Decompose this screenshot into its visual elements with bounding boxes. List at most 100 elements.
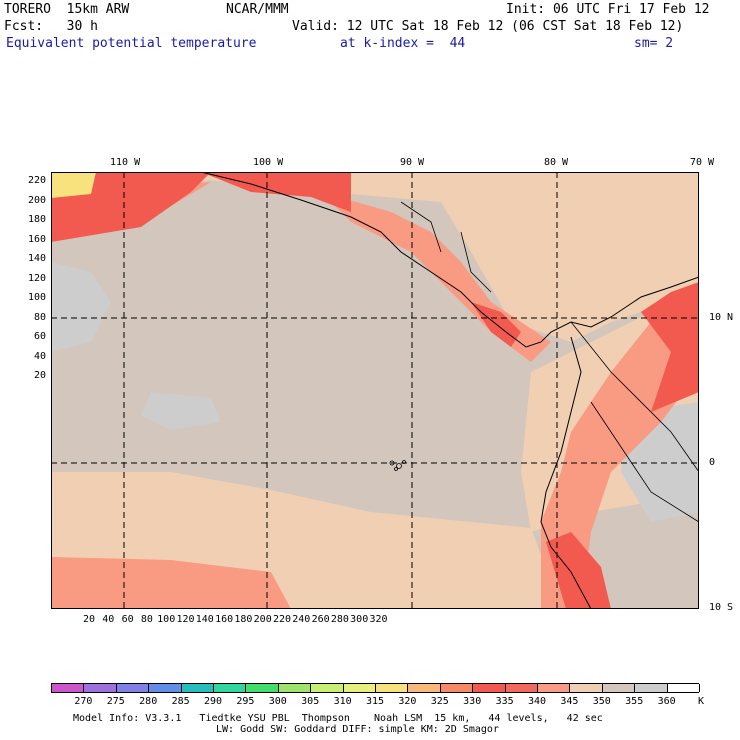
lon-label-80w: 80 W	[544, 157, 569, 168]
colorbar-swatch	[667, 684, 700, 692]
x-tick-label: 280	[330, 614, 349, 625]
colorbar-swatch	[311, 684, 344, 692]
init-time: Init: 06 UTC Fri 17 Feb 12	[506, 2, 710, 17]
colorbar-label: 330	[463, 696, 482, 707]
colorbar-swatch	[214, 684, 247, 692]
x-tick-label: 220	[272, 614, 292, 625]
colorbar-label: 360	[657, 696, 676, 707]
valid-time: Valid: 12 UTC Sat 18 Feb 12 (06 CST Sat …	[292, 19, 684, 34]
theta-e-map	[51, 172, 699, 609]
grey-cell-central	[141, 392, 221, 430]
colorbar-swatch	[343, 684, 376, 692]
colorbar-label: 350	[592, 696, 611, 707]
colorbar-label: 345	[560, 696, 579, 707]
x-tick-label: 60	[121, 614, 134, 625]
physics-info: LW: Godd SW: Goddard DIFF: simple KM: 2D…	[216, 724, 499, 735]
level-label: at k-index = 44	[340, 36, 466, 51]
field-name: Equivalent potential temperature	[6, 36, 257, 51]
colorbar-swatch	[376, 684, 409, 692]
model-info: Model Info: V3.3.1 Tiedtke YSU PBL Thomp…	[73, 713, 603, 724]
forecast-hour: Fcst: 30 h	[4, 19, 98, 34]
colorbar-swatch	[278, 684, 312, 692]
colorbar-label: 355	[625, 696, 644, 707]
colorbar	[51, 683, 700, 693]
y-tick-label: 200	[27, 194, 46, 206]
y-tick-label: 180	[27, 214, 46, 225]
colorbar-label: 325	[430, 696, 449, 707]
x-tick-label: 160	[215, 614, 234, 625]
x-tick-label: 40	[102, 614, 115, 625]
y-tick-label: 220	[27, 175, 46, 186]
x-tick-label: 20	[82, 614, 96, 625]
border-lines	[400, 201, 699, 523]
y-tick-label: 120	[27, 272, 46, 284]
graticule	[51, 172, 699, 609]
red-peru	[546, 532, 611, 609]
y-tick-label: 140	[27, 253, 46, 264]
lat-label-10s: 10 S	[709, 602, 734, 613]
colorbar-swatch	[602, 684, 636, 692]
coastline-south-america	[540, 336, 592, 609]
colorbar-swatch	[505, 684, 538, 692]
colorbar-swatch	[149, 684, 182, 692]
x-tick-label: 120	[176, 614, 195, 625]
x-tick-label: 260	[311, 614, 330, 625]
salmon-south-west	[51, 557, 291, 609]
peach-band-north	[51, 172, 699, 342]
colorbar-swatch	[473, 684, 506, 692]
colorbar-swatch	[116, 684, 150, 692]
x-tick-label: 300	[350, 614, 369, 625]
x-tick-label: 180	[234, 614, 253, 625]
colorbar-swatch	[84, 684, 117, 692]
colorbar-label: 290	[203, 696, 223, 707]
colorbar-label: 300	[268, 696, 287, 707]
yellow-pocket	[51, 172, 96, 198]
x-tick-label: 80	[140, 614, 153, 625]
x-tick-label: 100	[157, 614, 176, 625]
lon-label-110w: 110 W	[110, 157, 141, 168]
lat-label-0: 0	[709, 457, 716, 468]
y-tick-label: 60	[33, 331, 46, 342]
red-venezuela	[641, 282, 699, 412]
lon-label-100w: 100 W	[253, 157, 284, 168]
lat-label-10n: 10 N	[709, 312, 734, 323]
grey-cell-west	[51, 262, 111, 352]
colorbar-swatch	[538, 684, 571, 692]
colorbar-swatch	[570, 684, 603, 692]
lon-label-90w: 90 W	[400, 157, 425, 168]
colorbar-swatch	[635, 684, 668, 692]
colorbar-label: 295	[236, 696, 255, 707]
coastline-central-america	[200, 172, 699, 348]
colorbar-label: 280	[139, 696, 158, 707]
smoothing-label: sm= 2	[634, 36, 674, 51]
colorbar-label: 310	[333, 696, 352, 707]
y-tick-label: 20	[33, 370, 46, 381]
organization: NCAR/MMM	[226, 2, 289, 17]
y-tick-label: 100	[27, 292, 46, 303]
colorbar-label: 320	[398, 696, 417, 707]
colorbar-swatch	[52, 684, 85, 692]
lon-label-70w: 70 W	[690, 157, 715, 168]
salmon-andes	[541, 292, 699, 609]
x-tick-label: 140	[195, 614, 214, 625]
y-tick-label: 80	[33, 311, 46, 323]
colorbar-swatch	[181, 684, 214, 692]
x-tick-label: 320	[369, 614, 388, 625]
colorbar-label: 270	[74, 696, 93, 707]
colorbar-swatch	[246, 684, 279, 692]
y-tick-label: 40	[33, 350, 46, 362]
colorbar-label: 285	[171, 696, 190, 707]
y-tick-label: 160	[27, 233, 46, 245]
colorbar-unit: K	[698, 696, 705, 707]
colorbar-swatch	[440, 684, 474, 692]
colorbar-label: 315	[365, 696, 385, 707]
colorbar-label: 335	[495, 696, 514, 707]
colorbar-label: 275	[106, 696, 125, 707]
colorbar-swatch	[408, 684, 441, 692]
map-frame	[51, 172, 699, 609]
x-tick-label: 200	[253, 614, 272, 625]
x-tick-label: 240	[292, 614, 311, 625]
colorbar-label: 340	[527, 696, 547, 707]
model-name: TORERO 15km ARW	[4, 2, 130, 17]
colorbar-label: 305	[301, 696, 320, 707]
